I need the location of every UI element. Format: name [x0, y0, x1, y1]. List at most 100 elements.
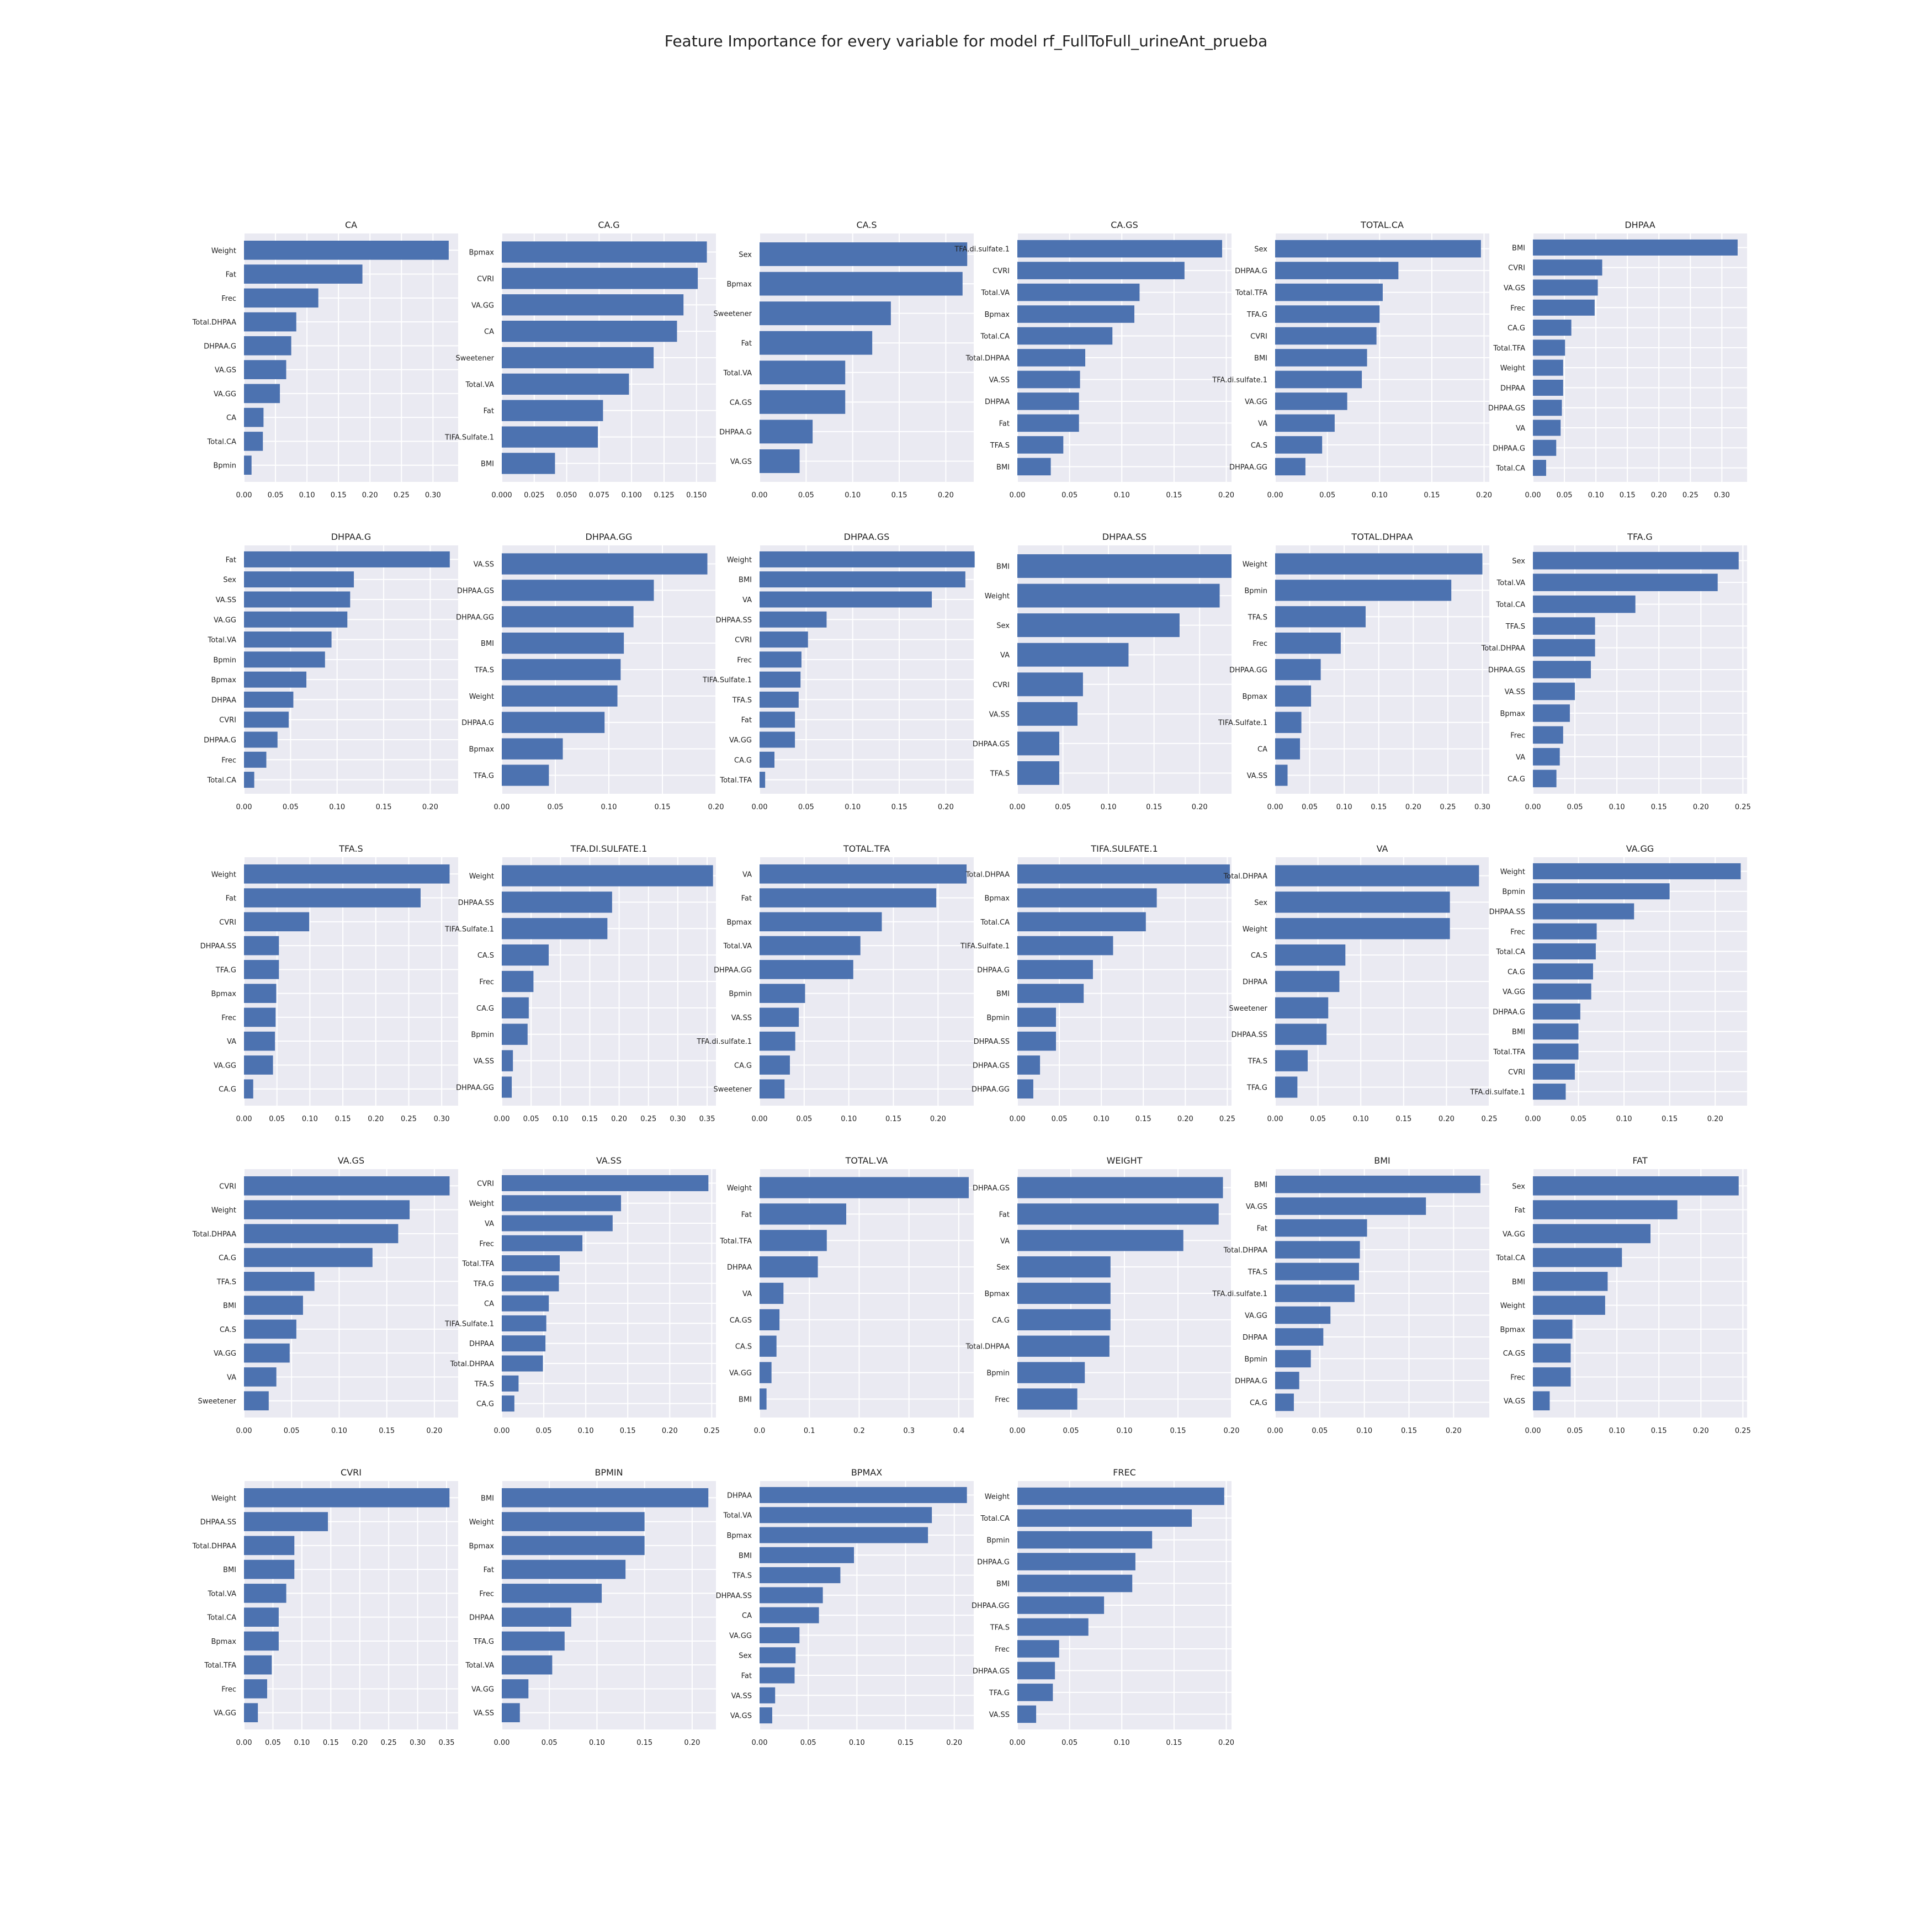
bar-tfa-di-sulfate-1	[1275, 1285, 1355, 1302]
bar-weight	[502, 865, 713, 887]
panel-title: TOTAL.CA	[1360, 220, 1404, 230]
bar-bmi	[502, 453, 555, 474]
y-tick-label: Fat	[741, 716, 752, 725]
y-tick-label: CVRI	[219, 919, 236, 927]
panel-title: FAT	[1632, 1155, 1647, 1166]
y-tick-label: BMI	[996, 463, 1010, 471]
bar-tfa-g	[1017, 1684, 1053, 1701]
y-tick-label: Total.VA	[465, 1662, 495, 1670]
x-tick-label: 0.20	[1192, 803, 1208, 811]
bar-dhpaa	[1275, 970, 1340, 992]
y-tick-label: Sex	[1254, 899, 1267, 907]
bar-dhpaa-gg	[1275, 458, 1305, 476]
x-tick-label: 0.00	[752, 491, 768, 500]
x-tick-label: 0.00	[236, 1115, 252, 1123]
x-tick-label: 0.00	[236, 803, 252, 811]
bar-bmi	[1533, 1272, 1608, 1291]
y-tick-label: DHPAA	[727, 1264, 752, 1272]
bar-bpmin	[760, 984, 805, 1003]
bar-bpmax	[760, 912, 882, 932]
panel-title: TFA.S	[338, 843, 363, 854]
y-tick-label: VA.SS	[731, 1014, 752, 1022]
y-tick-label: Weight	[211, 871, 236, 879]
x-tick-label: 0.05	[523, 1115, 539, 1123]
bar-dhpaa-gg	[760, 960, 853, 979]
panel-title: TOTAL.TFA	[843, 843, 890, 854]
bar-total-tfa	[1275, 283, 1383, 301]
y-tick-label: Fat	[999, 1211, 1010, 1219]
chart-panel-va-ss: 0.00 0.05 0.10 0.15 0.20 0.25 CVRI Weight VA Frec…	[444, 1155, 720, 1435]
y-tick-label: Frec	[1510, 928, 1525, 936]
y-tick-label: Bpmax	[1500, 1326, 1526, 1334]
chart-panel-total-ca: 0.00 0.05 0.10 0.15 0.20 Sex DHPAA.G Total.TFA T…	[1212, 220, 1492, 500]
x-tick-label: 0.20	[352, 1739, 368, 1747]
x-tick-label: 0.10	[589, 1739, 605, 1747]
x-tick-label: 0.15	[1146, 803, 1162, 811]
x-tick-label: 0.30	[425, 491, 441, 500]
bar-dhpaa-gg	[1017, 1079, 1033, 1099]
y-tick-label: Frec	[1510, 304, 1525, 312]
y-tick-label: VA	[485, 1220, 494, 1228]
y-tick-label: Sex	[1512, 1182, 1525, 1191]
x-tick-label: 0.00	[1010, 491, 1026, 500]
x-tick-label: 0.25	[381, 1739, 397, 1747]
x-tick-label: 0.20	[946, 1739, 962, 1747]
y-tick-label: Total.DHPAA	[1223, 873, 1268, 881]
y-tick-label: DHPAA.G	[1235, 267, 1267, 275]
bar-sweetener	[1275, 997, 1329, 1019]
plot-background	[760, 233, 974, 482]
bar-dhpaa	[502, 1607, 571, 1627]
x-tick-label: 0.10	[294, 1739, 310, 1747]
x-tick-label: 0.15	[323, 1739, 339, 1747]
y-tick-label: Sex	[739, 1652, 752, 1660]
x-tick-label: 0.10	[849, 1739, 865, 1747]
y-tick-label: Bpmax	[211, 1638, 237, 1646]
bar-tfa-di-sulfate-1	[1017, 240, 1222, 258]
y-tick-label: Weight	[1500, 364, 1525, 373]
y-tick-label: CA.GS	[730, 1317, 752, 1325]
y-tick-label: Sweetener	[198, 1398, 236, 1406]
panel-title: DHPAA.GS	[844, 532, 890, 542]
bar-va-gs	[1275, 1197, 1426, 1215]
y-tick-label: Weight	[469, 1200, 494, 1208]
x-tick-label: 0.2	[853, 1427, 865, 1435]
bar-bpmax	[760, 1527, 928, 1543]
x-tick-label: 0.20	[1651, 491, 1667, 500]
y-tick-label: Fat	[741, 1211, 752, 1219]
y-tick-label: Sex	[223, 576, 236, 585]
y-tick-label: Sweetener	[1229, 1005, 1267, 1013]
x-tick-label: 0.00	[494, 1739, 510, 1747]
y-tick-label: Bpmax	[469, 746, 495, 754]
bar-tifa-sulfate-1	[1275, 712, 1302, 733]
y-tick-label: Sex	[1512, 558, 1525, 566]
x-tick-label: 0.20	[368, 1115, 384, 1123]
y-tick-label: CVRI	[219, 1182, 236, 1191]
panel-title: VA.GS	[338, 1155, 364, 1166]
y-tick-label: VA.SS	[731, 1692, 752, 1700]
bar-ca	[760, 1607, 819, 1623]
y-tick-label: DHPAA.SS	[200, 942, 236, 951]
y-tick-label: Total.TFA	[1235, 289, 1267, 298]
x-tick-label: 0.20	[938, 803, 954, 811]
bar-bmi	[244, 1296, 303, 1315]
x-tick-label: 0.20	[1693, 1427, 1709, 1435]
y-tick-label: Frec	[995, 1395, 1010, 1404]
y-tick-label: Total.VA	[465, 381, 495, 389]
panel-title: DHPAA.SS	[1102, 532, 1147, 542]
x-tick-label: 0.20	[1177, 1115, 1193, 1123]
y-tick-label: TFA.S	[990, 442, 1010, 450]
bar-bpmin	[1017, 1362, 1085, 1383]
y-tick-label: DHPAA.G	[977, 1558, 1010, 1567]
y-tick-label: CA	[484, 1300, 494, 1308]
x-tick-label: 0.15	[1371, 803, 1387, 811]
y-tick-label: DHPAA.GG	[714, 966, 752, 974]
bar-dhpaa-g	[1017, 1553, 1135, 1570]
bar-va-gg	[502, 294, 684, 316]
y-tick-label: DHPAA	[469, 1340, 494, 1349]
y-tick-label: Total.DHPAA	[1223, 1246, 1268, 1255]
bar-fat	[244, 551, 450, 567]
y-tick-label: TFA.G	[1246, 1084, 1267, 1092]
y-tick-label: VA.GS	[1504, 1398, 1525, 1406]
chart-panel-fat: 0.00 0.05 0.10 0.15 0.20 0.25 Sex Fat VA.GG Total…	[1496, 1155, 1751, 1435]
bar-total-va	[244, 1584, 286, 1603]
